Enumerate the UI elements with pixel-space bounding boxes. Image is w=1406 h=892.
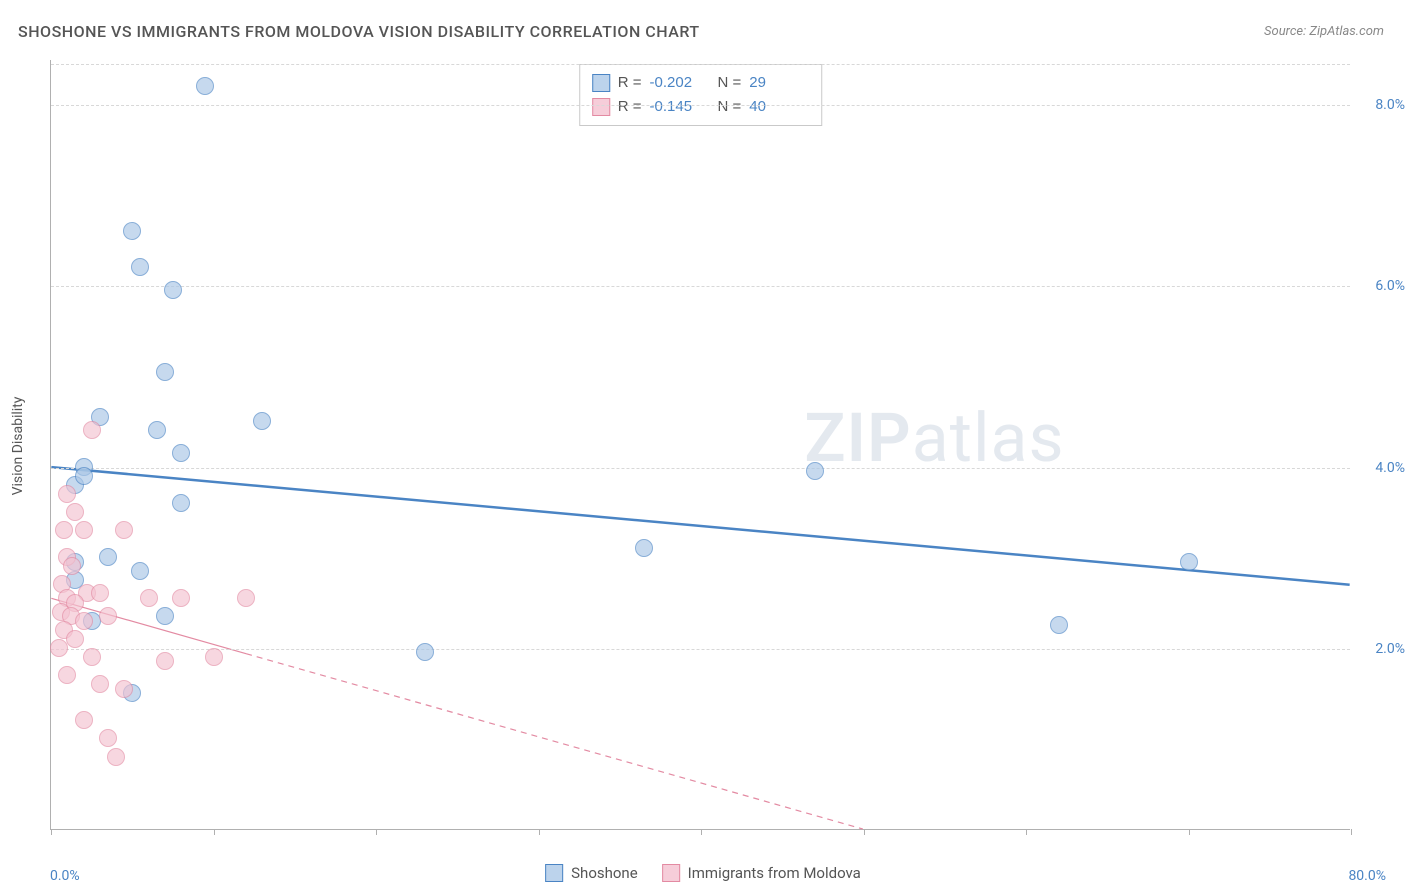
- y-axis-label: Vision Disability: [10, 397, 26, 496]
- x-axis-min-label: 0.0%: [50, 868, 80, 884]
- data-point: [806, 462, 824, 480]
- data-point: [205, 648, 223, 666]
- data-point: [75, 467, 93, 485]
- bottom-legend: Shoshone Immigrants from Moldova: [545, 864, 861, 882]
- y-tick-label: 2.0%: [1375, 641, 1405, 657]
- data-point: [66, 503, 84, 521]
- stat-r-label: R =: [618, 71, 642, 95]
- x-tick: [1351, 829, 1352, 835]
- data-point: [164, 281, 182, 299]
- data-point: [99, 548, 117, 566]
- watermark: ZIPatlas: [804, 398, 1064, 478]
- data-point: [75, 711, 93, 729]
- x-tick: [51, 829, 52, 835]
- x-tick: [1189, 829, 1190, 835]
- data-point: [253, 412, 271, 430]
- x-axis-max-label: 80.0%: [1348, 868, 1386, 884]
- data-point: [1050, 616, 1068, 634]
- data-point: [172, 589, 190, 607]
- stat-r-value: -0.202: [650, 71, 710, 95]
- data-point: [66, 630, 84, 648]
- gridline: [51, 286, 1350, 287]
- data-point: [107, 748, 125, 766]
- chart-container: SHOSHONE VS IMMIGRANTS FROM MOLDOVA VISI…: [0, 0, 1406, 892]
- data-point: [115, 680, 133, 698]
- data-point: [1180, 553, 1198, 571]
- y-tick-label: 8.0%: [1375, 97, 1405, 113]
- data-point: [55, 521, 73, 539]
- legend-label: Immigrants from Moldova: [688, 864, 861, 882]
- data-point: [131, 258, 149, 276]
- data-point: [99, 607, 117, 625]
- stat-legend: R = -0.202 N = 29 R = -0.145 N = 40: [579, 64, 823, 126]
- y-tick-label: 6.0%: [1375, 278, 1405, 294]
- data-point: [156, 363, 174, 381]
- legend-swatch: [662, 864, 680, 882]
- gridline: [51, 105, 1350, 106]
- data-point: [75, 612, 93, 630]
- stat-n-label: N =: [718, 71, 742, 95]
- data-point: [83, 648, 101, 666]
- stat-r-label: R =: [618, 95, 642, 119]
- data-point: [99, 729, 117, 747]
- x-tick: [214, 829, 215, 835]
- x-tick: [376, 829, 377, 835]
- stat-n-value: 40: [749, 95, 809, 119]
- watermark-atlas: atlas: [912, 398, 1065, 478]
- data-point: [196, 77, 214, 95]
- x-tick: [539, 829, 540, 835]
- x-tick: [864, 829, 865, 835]
- gridline: [51, 64, 1350, 65]
- legend-item: Shoshone: [545, 864, 638, 882]
- chart-title: SHOSHONE VS IMMIGRANTS FROM MOLDOVA VISI…: [18, 22, 700, 41]
- stat-r-value: -0.145: [650, 95, 710, 119]
- legend-swatch: [545, 864, 563, 882]
- data-point: [58, 485, 76, 503]
- x-tick: [1026, 829, 1027, 835]
- data-point: [123, 222, 141, 240]
- data-point: [83, 421, 101, 439]
- x-tick: [701, 829, 702, 835]
- data-point: [115, 521, 133, 539]
- data-point: [172, 444, 190, 462]
- gridline: [51, 468, 1350, 469]
- gridline: [51, 649, 1350, 650]
- data-point: [91, 675, 109, 693]
- data-point: [50, 639, 68, 657]
- stat-legend-row: R = -0.145 N = 40: [592, 95, 810, 119]
- legend-swatch: [592, 98, 610, 116]
- data-point: [131, 562, 149, 580]
- data-point: [416, 643, 434, 661]
- stat-legend-row: R = -0.202 N = 29: [592, 71, 810, 95]
- source-label: Source: ZipAtlas.com: [1264, 24, 1384, 39]
- data-point: [156, 652, 174, 670]
- stat-n-value: 29: [749, 71, 809, 95]
- data-point: [237, 589, 255, 607]
- legend-label: Shoshone: [571, 864, 638, 882]
- data-point: [91, 584, 109, 602]
- data-point: [63, 557, 81, 575]
- data-point: [635, 539, 653, 557]
- data-point: [172, 494, 190, 512]
- data-point: [75, 521, 93, 539]
- plot-area: ZIPatlas R = -0.202 N = 29 R = -0.145 N …: [50, 60, 1350, 830]
- data-point: [140, 589, 158, 607]
- y-tick-label: 4.0%: [1375, 460, 1405, 476]
- data-point: [156, 607, 174, 625]
- stat-n-label: N =: [718, 95, 742, 119]
- data-point: [58, 666, 76, 684]
- data-point: [148, 421, 166, 439]
- regression-lines: [51, 60, 1350, 829]
- legend-swatch: [592, 74, 610, 92]
- legend-item: Immigrants from Moldova: [662, 864, 861, 882]
